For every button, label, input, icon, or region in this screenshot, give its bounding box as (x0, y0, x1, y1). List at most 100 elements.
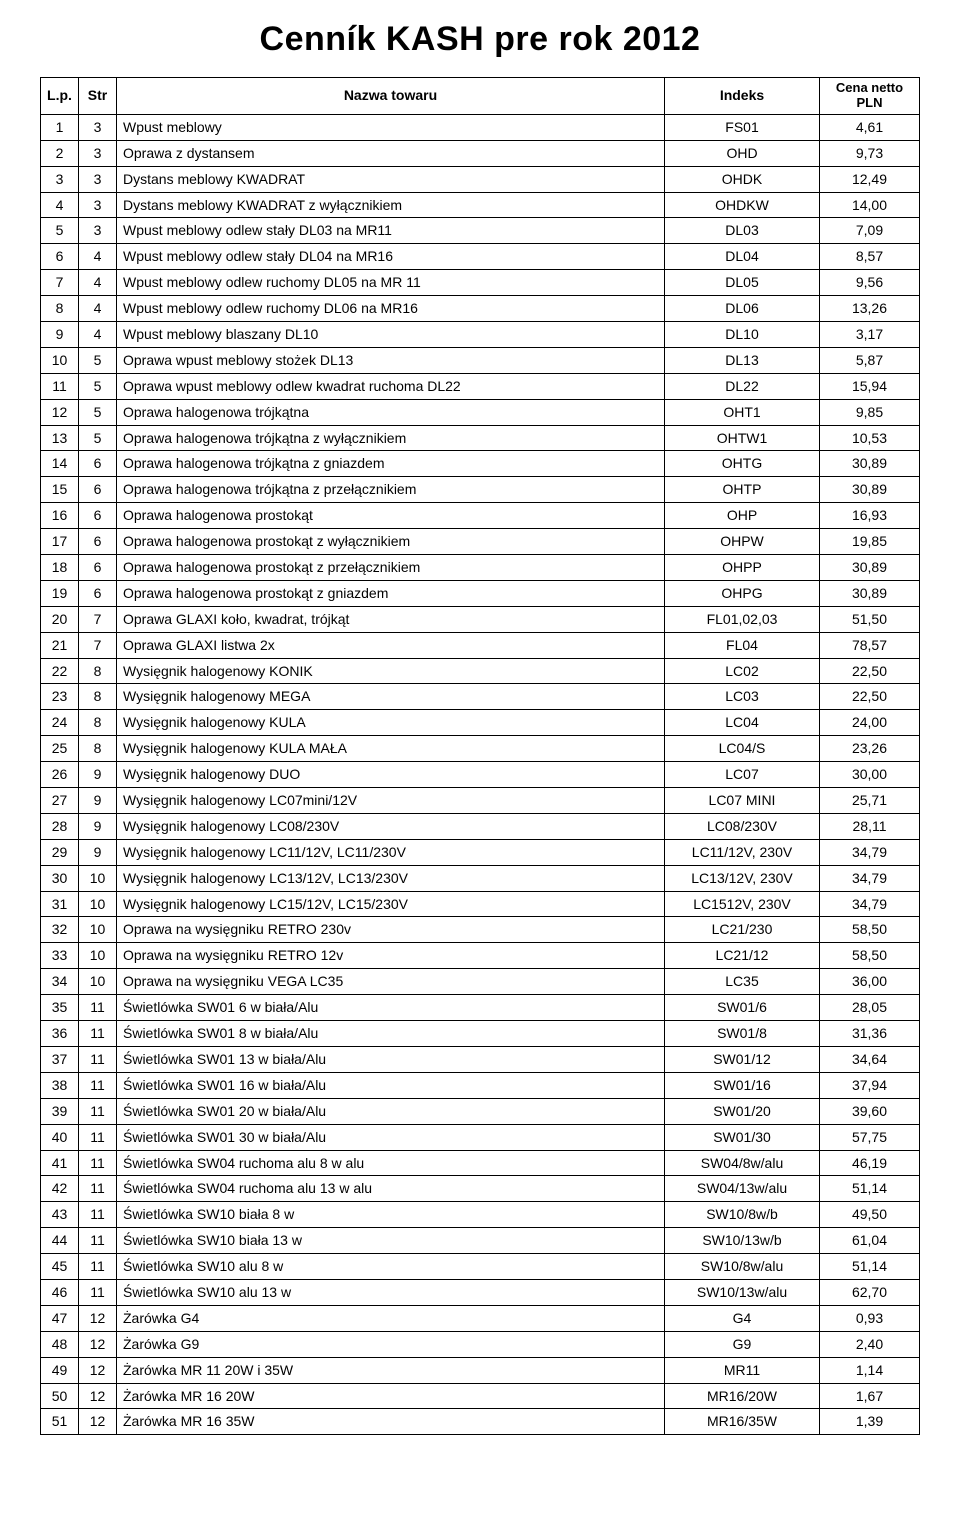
cell-lp: 6 (41, 244, 79, 270)
cell-price: 49,50 (820, 1202, 920, 1228)
cell-price: 58,50 (820, 917, 920, 943)
cell-index: LC08/230V (665, 813, 820, 839)
cell-index: G9 (665, 1331, 820, 1357)
table-row: 105Oprawa wpust meblowy stożek DL13DL135… (41, 347, 920, 373)
cell-name: Świetlówka SW01 16 w biała/Alu (117, 1072, 665, 1098)
cell-str: 6 (79, 451, 117, 477)
table-row: 228Wysięgnik halogenowy KONIKLC0222,50 (41, 658, 920, 684)
cell-price: 23,26 (820, 736, 920, 762)
cell-index: LC35 (665, 969, 820, 995)
cell-name: Świetlówka SW10 biała 8 w (117, 1202, 665, 1228)
table-row: 33Dystans meblowy KWADRATOHDK12,49 (41, 166, 920, 192)
cell-str: 9 (79, 788, 117, 814)
table-row: 146Oprawa halogenowa trójkątna z gniazde… (41, 451, 920, 477)
cell-lp: 50 (41, 1383, 79, 1409)
cell-price: 61,04 (820, 1228, 920, 1254)
cell-index: OHPW (665, 529, 820, 555)
table-row: 258Wysięgnik halogenowy KULA MAŁALC04/S2… (41, 736, 920, 762)
cell-name: Dystans meblowy KWADRAT (117, 166, 665, 192)
table-row: 238Wysięgnik halogenowy MEGALC0322,50 (41, 684, 920, 710)
cell-price: 31,36 (820, 1021, 920, 1047)
cell-price: 4,61 (820, 114, 920, 140)
table-row: 217Oprawa GLAXI listwa 2xFL0478,57 (41, 632, 920, 658)
cell-name: Oprawa halogenowa prostokąt z gniazdem (117, 580, 665, 606)
cell-str: 5 (79, 373, 117, 399)
cell-index: LC07 MINI (665, 788, 820, 814)
table-row: 3410Oprawa na wysięgniku VEGA LC35LC3536… (41, 969, 920, 995)
cell-lp: 21 (41, 632, 79, 658)
cell-index: LC03 (665, 684, 820, 710)
cell-str: 11 (79, 1046, 117, 1072)
cell-lp: 31 (41, 891, 79, 917)
cell-index: SW01/16 (665, 1072, 820, 1098)
cell-name: Wysięgnik halogenowy LC15/12V, LC15/230V (117, 891, 665, 917)
table-row: 3310Oprawa na wysięgniku RETRO 12vLC21/1… (41, 943, 920, 969)
cell-price: 9,56 (820, 270, 920, 296)
cell-index: DL22 (665, 373, 820, 399)
cell-index: FL01,02,03 (665, 606, 820, 632)
cell-str: 10 (79, 865, 117, 891)
cell-lp: 4 (41, 192, 79, 218)
cell-str: 11 (79, 1124, 117, 1150)
cell-name: Oprawa GLAXI koło, kwadrat, trójkąt (117, 606, 665, 632)
cell-str: 11 (79, 1021, 117, 1047)
cell-name: Oprawa halogenowa prostokąt z przełączni… (117, 555, 665, 581)
cell-index: FS01 (665, 114, 820, 140)
cell-name: Żarówka G4 (117, 1305, 665, 1331)
cell-index: OHTW1 (665, 425, 820, 451)
cell-lp: 34 (41, 969, 79, 995)
cell-lp: 23 (41, 684, 79, 710)
cell-price: 22,50 (820, 684, 920, 710)
cell-name: Świetlówka SW01 20 w biała/Alu (117, 1098, 665, 1124)
cell-price: 34,79 (820, 865, 920, 891)
cell-name: Oprawa halogenowa trójkątna z wyłączniki… (117, 425, 665, 451)
cell-name: Oprawa halogenowa trójkątna (117, 399, 665, 425)
table-row: 3611Świetlówka SW01 8 w biała/AluSW01/83… (41, 1021, 920, 1047)
cell-price: 51,50 (820, 606, 920, 632)
cell-price: 46,19 (820, 1150, 920, 1176)
cell-price: 9,85 (820, 399, 920, 425)
table-row: 3210Oprawa na wysięgniku RETRO 230vLC21/… (41, 917, 920, 943)
cell-name: Wysięgnik halogenowy LC13/12V, LC13/230V (117, 865, 665, 891)
cell-name: Wysięgnik halogenowy MEGA (117, 684, 665, 710)
cell-price: 12,49 (820, 166, 920, 192)
cell-name: Wysięgnik halogenowy KULA MAŁA (117, 736, 665, 762)
table-row: 74Wpust meblowy odlew ruchomy DL05 na MR… (41, 270, 920, 296)
table-row: 207Oprawa GLAXI koło, kwadrat, trójkątFL… (41, 606, 920, 632)
cell-name: Wpust meblowy (117, 114, 665, 140)
cell-price: 1,39 (820, 1409, 920, 1435)
cell-index: OHP (665, 503, 820, 529)
cell-index: OHD (665, 140, 820, 166)
cell-name: Świetlówka SW04 ruchoma alu 13 w alu (117, 1176, 665, 1202)
cell-str: 9 (79, 762, 117, 788)
cell-str: 10 (79, 891, 117, 917)
cell-name: Żarówka MR 16 20W (117, 1383, 665, 1409)
cell-index: LC1512V, 230V (665, 891, 820, 917)
table-row: 84Wpust meblowy odlew ruchomy DL06 na MR… (41, 296, 920, 322)
cell-price: 34,79 (820, 839, 920, 865)
table-row: 279Wysięgnik halogenowy LC07mini/12VLC07… (41, 788, 920, 814)
table-row: 248Wysięgnik halogenowy KULALC0424,00 (41, 710, 920, 736)
cell-lp: 19 (41, 580, 79, 606)
cell-name: Oprawa halogenowa prostokąt z wyłączniki… (117, 529, 665, 555)
table-row: 269Wysięgnik halogenowy DUOLC0730,00 (41, 762, 920, 788)
cell-str: 6 (79, 580, 117, 606)
cell-price: 62,70 (820, 1279, 920, 1305)
table-row: 5112Żarówka MR 16 35WMR16/35W1,39 (41, 1409, 920, 1435)
cell-lp: 18 (41, 555, 79, 581)
cell-str: 3 (79, 218, 117, 244)
cell-lp: 28 (41, 813, 79, 839)
cell-name: Oprawa na wysięgniku RETRO 12v (117, 943, 665, 969)
header-price: Cena netto PLN (820, 78, 920, 115)
cell-name: Oprawa na wysięgniku RETRO 230v (117, 917, 665, 943)
table-row: 13Wpust meblowyFS014,61 (41, 114, 920, 140)
table-row: 135Oprawa halogenowa trójkątna z wyłączn… (41, 425, 920, 451)
cell-str: 9 (79, 839, 117, 865)
cell-lp: 24 (41, 710, 79, 736)
cell-lp: 26 (41, 762, 79, 788)
cell-index: OHPG (665, 580, 820, 606)
cell-lp: 40 (41, 1124, 79, 1150)
cell-str: 8 (79, 710, 117, 736)
cell-price: 39,60 (820, 1098, 920, 1124)
cell-name: Wpust meblowy odlew ruchomy DL05 na MR 1… (117, 270, 665, 296)
